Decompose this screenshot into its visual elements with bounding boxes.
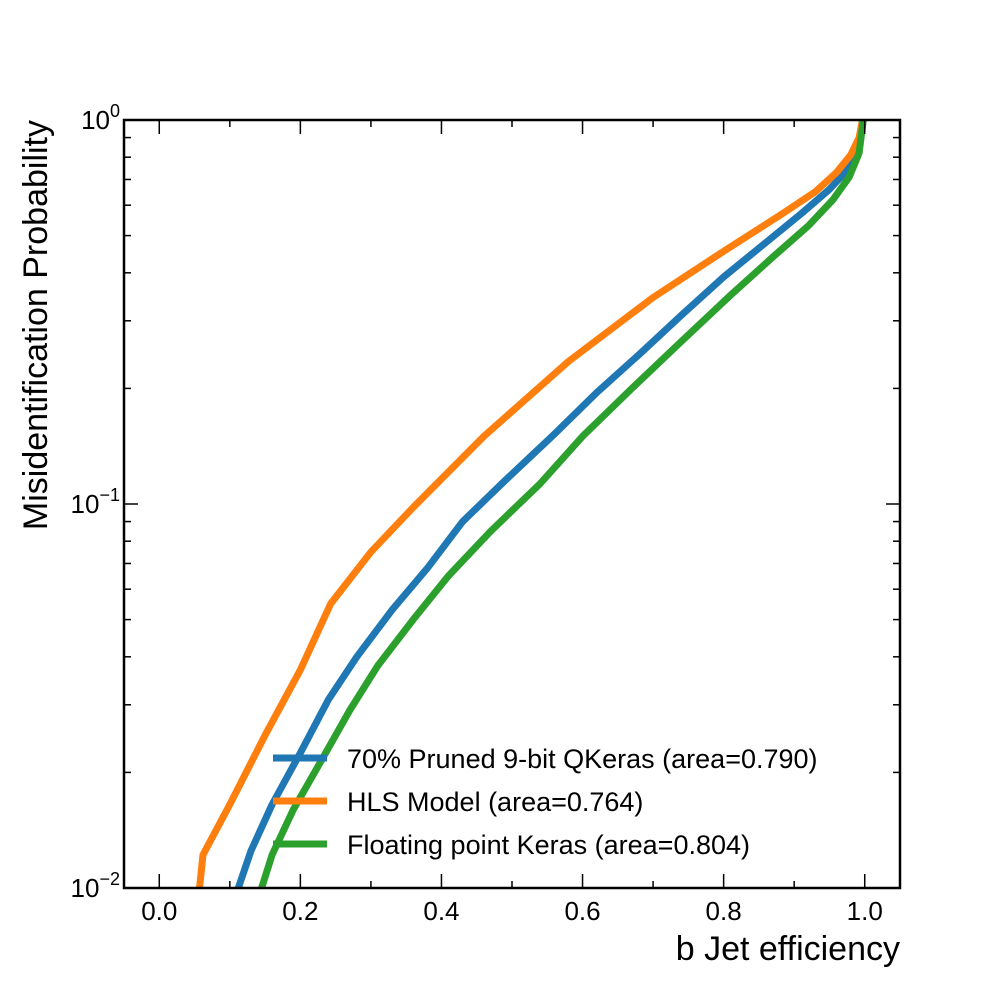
series-layer (196, 120, 867, 888)
x-axis-label: b Jet efficiency (676, 930, 900, 968)
legend-entry: 70% Pruned 9-bit QKeras (area=0.790) (273, 744, 818, 774)
legend-entry: HLS Model (area=0.764) (273, 787, 643, 817)
legend-label: Floating point Keras (area=0.804) (347, 830, 750, 860)
x-tick-label: 0.4 (423, 896, 459, 926)
legend-entry: Floating point Keras (area=0.804) (273, 830, 750, 860)
legend-label: 70% Pruned 9-bit QKeras (area=0.790) (347, 744, 818, 774)
y-tick-label: 10−1 (71, 485, 120, 519)
x-tick-label: 0.2 (282, 896, 318, 926)
series-line-2 (258, 120, 867, 888)
y-tick-label: 100 (81, 101, 120, 135)
x-tick-label: 1.0 (847, 896, 883, 926)
legend: 70% Pruned 9-bit QKeras (area=0.790) HLS … (273, 744, 818, 860)
tick-labels-layer: 0.0 0.2 0.4 0.6 0.8 1.0 100 10−1 10−2 (71, 101, 883, 926)
x-tick-label: 0.0 (141, 896, 177, 926)
x-tick-label: 0.8 (706, 896, 742, 926)
series-line-0 (234, 120, 867, 888)
ticks-layer (124, 119, 900, 889)
x-tick-label: 0.6 (564, 896, 600, 926)
series-line-1 (196, 120, 867, 888)
legend-label: HLS Model (area=0.764) (347, 787, 643, 817)
y-axis-label: Misidentification Probability (17, 120, 55, 530)
y-tick-label: 10−2 (71, 869, 120, 903)
